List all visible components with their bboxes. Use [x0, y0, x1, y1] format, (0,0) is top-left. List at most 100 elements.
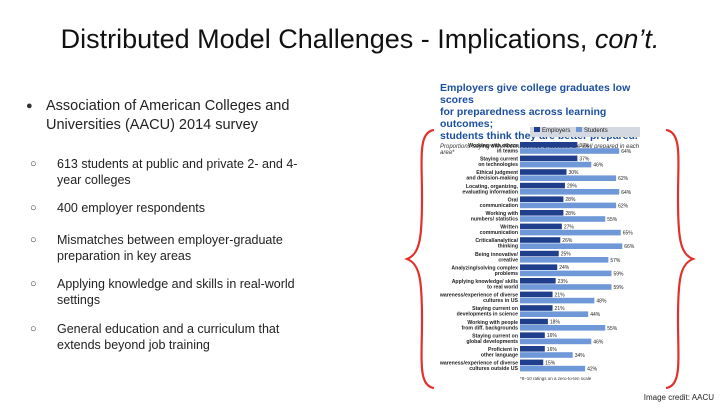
value-label-students: 42% [587, 367, 598, 373]
value-label-employers: 16% [547, 347, 558, 353]
category-label: Proficient in [488, 347, 518, 353]
sub-bullet-4: ○ Applying knowledge and skills in real-w… [30, 276, 317, 308]
left-brace-icon [404, 128, 435, 390]
value-label-students: 55% [607, 217, 618, 223]
value-label-students: 62% [618, 176, 629, 182]
category-label: Ethical judgment [476, 170, 518, 176]
bar-employers [520, 291, 553, 298]
bullet-main: Association of American Colleges and Uni… [26, 97, 356, 135]
legend-swatch-students [576, 127, 583, 132]
category-label: Critical/analytical [475, 238, 518, 244]
sub-bullet-2: ○ 400 employer respondents [30, 200, 317, 216]
category-label: Working with [486, 211, 518, 217]
category-label: Awareness/experience of diverse [440, 293, 518, 299]
bar-employers [520, 332, 545, 338]
value-label-students: 62% [618, 203, 629, 209]
value-label-employers: 15% [545, 360, 556, 366]
image-credit: Image credit: AACU [643, 393, 714, 402]
bar-students [520, 175, 617, 181]
value-label-employers: 25% [561, 252, 572, 258]
bar-students [520, 270, 612, 277]
category-label: thinking [498, 244, 518, 250]
value-label-employers: 37% [579, 156, 590, 162]
category-label: Analyzing/solving complex [451, 265, 518, 271]
legend-label-students: Students [584, 128, 608, 134]
value-label-employers: 29% [567, 184, 578, 190]
value-label-students: 65% [623, 231, 634, 237]
right-brace-icon [665, 128, 696, 390]
bullet-list: Association of American Colleges and Uni… [26, 97, 356, 135]
sub-bullet-marker: ○ [30, 158, 37, 170]
bar-employers [520, 318, 548, 325]
sub-bullet-marker: ○ [30, 202, 37, 214]
category-label: cultures in US [483, 298, 518, 304]
bar-students [520, 365, 586, 372]
bar-employers [520, 155, 578, 162]
category-label: and decision-making [466, 176, 518, 182]
sub-bullet-text: 400 employer respondents [57, 201, 206, 215]
category-label: Applying knowledge/ skills [452, 279, 518, 285]
bar-students [520, 338, 592, 345]
value-label-students: 64% [621, 149, 632, 155]
category-label: Staying current on [472, 306, 518, 312]
sub-bullet-text: 613 students at public and private 2- an… [57, 157, 298, 187]
legend-label-employers: Employers [542, 128, 571, 134]
category-label: Locating, organizing, [466, 184, 519, 190]
category-label: numbers/ statistics [471, 217, 518, 223]
bar-employers [520, 223, 562, 230]
value-label-employers: 18% [550, 320, 561, 326]
value-label-students: 46% [593, 339, 604, 345]
category-label: Working with others [468, 143, 518, 149]
bar-students [520, 352, 573, 358]
category-label: global developments [466, 339, 518, 345]
bar-students [520, 284, 612, 290]
value-label-employers: 37% [579, 143, 590, 149]
category-label: creative [498, 257, 518, 263]
aacu-figure: Employers give college graduates low sco… [440, 82, 640, 392]
value-label-students: 66% [624, 244, 635, 250]
category-label: Written [500, 225, 518, 231]
sub-bullet-text: Mismatches between employer-graduate pre… [57, 233, 283, 263]
legend-swatch-employers [534, 127, 540, 132]
category-label: other language [481, 353, 518, 359]
slide-title-italic: con’t. [594, 24, 660, 54]
category-label: from diff. backgrounds [462, 325, 519, 331]
value-label-students: 34% [575, 353, 586, 359]
value-label-employers: 16% [547, 333, 558, 339]
bar-employers [520, 182, 565, 189]
figure-title-line: for preparedness across learning outcome… [440, 106, 607, 130]
bar-students [520, 202, 617, 209]
bar-employers [520, 210, 564, 216]
bar-employers [520, 278, 556, 284]
value-label-students: 59% [613, 285, 624, 291]
category-label: cultures outside US [469, 366, 518, 372]
slide-title: Distributed Model Challenges - Implicati… [0, 24, 720, 55]
bar-students [520, 297, 595, 304]
value-label-employers: 23% [558, 279, 569, 285]
value-label-students: 55% [607, 326, 618, 332]
value-label-employers: 28% [565, 197, 576, 203]
sub-bullet-marker: ○ [30, 278, 37, 290]
value-label-employers: 28% [565, 211, 576, 217]
value-label-students: 46% [593, 163, 604, 169]
value-label-employers: 30% [569, 170, 580, 176]
category-label: developments in science [457, 312, 519, 318]
category-label: on technologies [478, 162, 518, 168]
bar-employers [520, 142, 578, 148]
value-label-employers: 24% [559, 265, 570, 271]
bar-employers [520, 264, 558, 270]
category-label: Staying current [480, 157, 518, 163]
value-label-employers: 26% [562, 238, 573, 244]
sub-bullet-text: General education and a curriculum that … [57, 322, 280, 352]
sub-bullet-text: Applying knowledge and skills in real-wo… [57, 277, 295, 307]
bar-employers [520, 237, 561, 243]
category-label: problems [495, 271, 518, 277]
value-label-students: 64% [621, 190, 632, 196]
chart-legend: Employers Students [530, 127, 640, 137]
figure-title: Employers give college graduates low sco… [440, 82, 640, 142]
sub-bullet-marker: ○ [30, 234, 37, 246]
figure-title-line: Employers give college graduates low sco… [440, 82, 631, 106]
category-label: in teams [497, 149, 518, 155]
value-label-students: 48% [596, 299, 607, 305]
category-label: communication [480, 230, 518, 236]
